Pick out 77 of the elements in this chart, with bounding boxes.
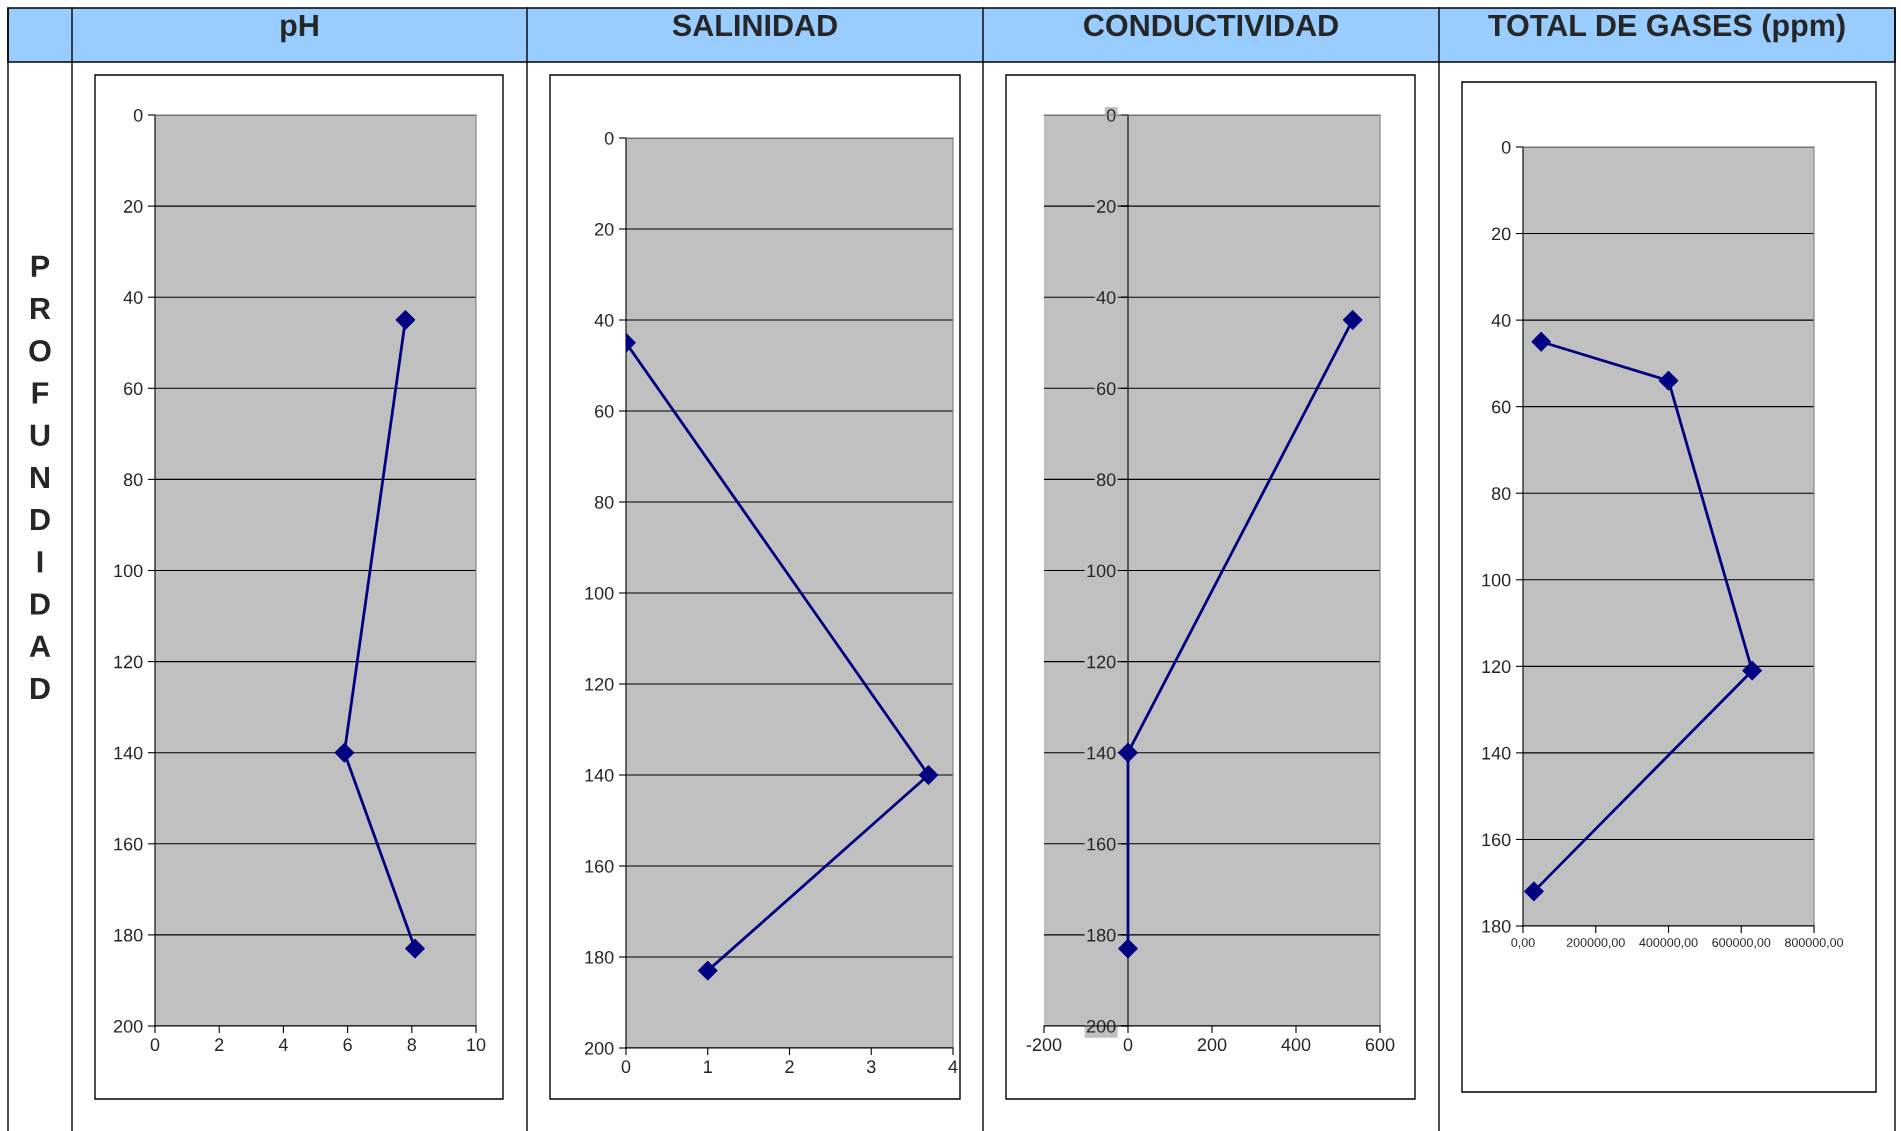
y-tick-label: 200 [113, 1019, 143, 1033]
y-tick-label: 160 [1482, 833, 1511, 847]
y-tick-label: 40 [1491, 314, 1511, 327]
y-tick-label: 0 [604, 131, 614, 145]
y-tick-label: 140 [1482, 746, 1511, 760]
x-tick-label: 8 [407, 1038, 417, 1052]
point [1531, 331, 1552, 352]
text: PROFUNDIDAD [29, 255, 51, 699]
point [395, 310, 416, 330]
x-tick-label: 0 [150, 1038, 160, 1052]
y-tick-label: 80 [1491, 487, 1511, 500]
x-tick-label: 600000,00 [1712, 938, 1771, 949]
y-tick-label: 20 [124, 200, 143, 213]
x-tick-label: 4 [278, 1038, 288, 1051]
point [1118, 938, 1138, 959]
y-tick-label: 60 [1097, 382, 1116, 396]
point [405, 938, 425, 959]
y-tick-label: 100 [1087, 564, 1116, 578]
point [1118, 742, 1138, 763]
y-tick-label: 100 [114, 564, 143, 578]
y-tick-label: 160 [585, 859, 614, 873]
x-tick-label: 4 [948, 1060, 958, 1073]
x-tick-label: 200 [1197, 1038, 1227, 1052]
chart-title: SALINIDAD [672, 14, 837, 37]
y-tick-label: 160 [1087, 837, 1116, 851]
x-tick-label: 800000,00 [1785, 938, 1844, 949]
y-tick-label: 100 [585, 586, 614, 600]
y-tick-label: 0 [1106, 108, 1116, 122]
y-tick-label: 60 [124, 382, 143, 396]
point [1342, 310, 1363, 330]
point [1524, 881, 1544, 902]
chart-title: pH [281, 14, 318, 43]
y-tick-label: 140 [114, 746, 143, 760]
point [1658, 370, 1679, 391]
point [334, 742, 355, 763]
x-tick-label: 6 [343, 1038, 352, 1052]
x-tick-label: -200 [1026, 1038, 1062, 1052]
y-tick-label: 180 [1482, 919, 1511, 933]
y-tick-label: 100 [1482, 573, 1511, 587]
y-tick-label: 0 [1501, 140, 1511, 154]
x-tick-label: 10 [467, 1038, 486, 1052]
y-tick-label: 180 [585, 950, 614, 964]
y-tick-label: 160 [114, 837, 143, 851]
x-tick-label: 2 [215, 1038, 224, 1051]
y-tick-label: 80 [1096, 473, 1116, 487]
chart-title: CONDUCTIVIDAD [1084, 14, 1338, 37]
x-tick-label: 0 [1123, 1038, 1133, 1052]
x-tick-label: 3 [866, 1060, 876, 1074]
y-tick-label: 120 [585, 677, 614, 691]
y-tick-label: 120 [1482, 660, 1511, 674]
y-tick-label: 60 [595, 404, 614, 418]
x-tick-label: 400000,00 [1639, 938, 1698, 949]
y-tick-label: 40 [594, 313, 614, 327]
x-tick-label: 0 [621, 1060, 631, 1074]
x-tick-label: 200000,00 [1566, 938, 1625, 949]
x-tick-label: 0,00 [1511, 938, 1535, 949]
y-tick-label: 0 [133, 108, 143, 122]
y-tick-label: 140 [1087, 746, 1116, 760]
y-tick-label: 60 [1492, 400, 1511, 414]
x-tick-label: 400 [1281, 1038, 1311, 1052]
y-tick-label: 20 [1492, 227, 1511, 241]
y-tick-label: 20 [595, 222, 614, 236]
point [1742, 660, 1763, 681]
y-tick-label: 20 [1097, 200, 1116, 213]
y-tick-label: 140 [585, 768, 614, 782]
x-tick-label: 600 [1365, 1038, 1395, 1052]
y-tick-label: 40 [1096, 291, 1116, 304]
y-tick-label: 180 [114, 928, 143, 942]
y-tick-label: 40 [123, 291, 143, 304]
y-tick-label: 80 [123, 473, 143, 487]
y-tick-label: 180 [1087, 928, 1116, 942]
y-tick-label: 120 [1087, 655, 1116, 669]
y-tick-label: 80 [594, 495, 614, 509]
y-tick-label: 120 [114, 655, 143, 669]
x-tick-label: 1 [704, 1060, 712, 1073]
x-tick-label: 2 [785, 1060, 794, 1073]
chart-title: TOTAL DE GASES (ppm) [1488, 13, 1845, 43]
